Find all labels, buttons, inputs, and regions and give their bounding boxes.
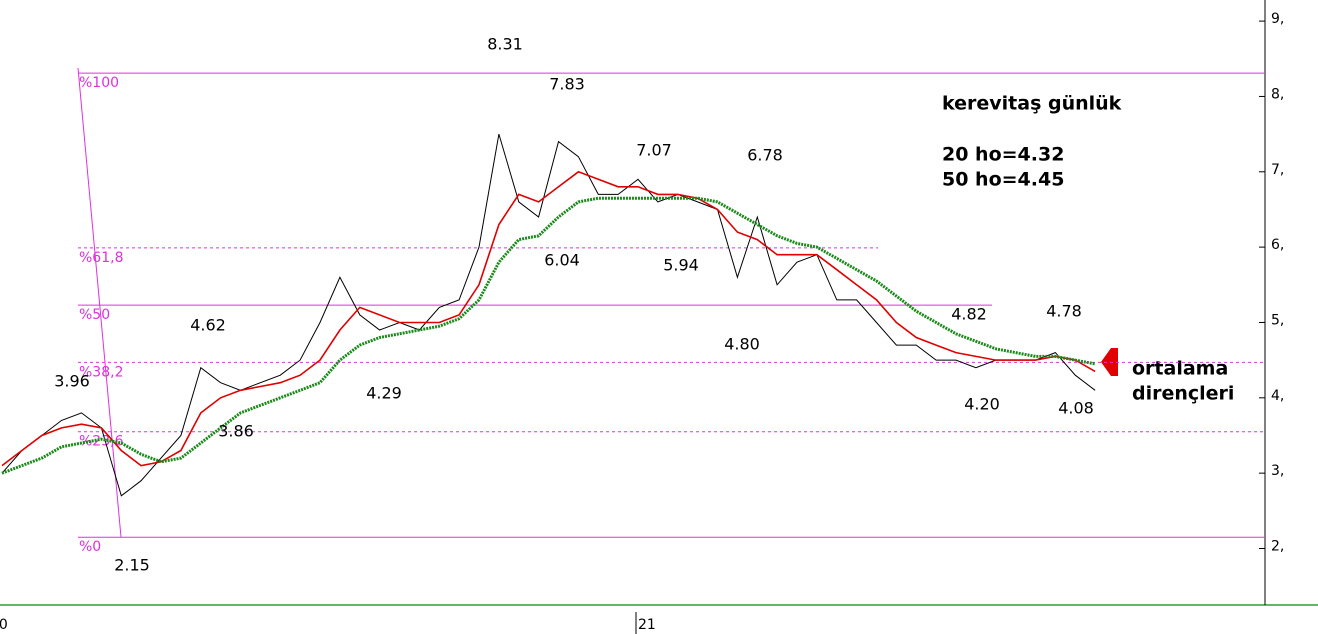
price-label: 6.04 bbox=[544, 251, 580, 270]
price-label: 8.31 bbox=[487, 35, 523, 54]
y-tick-label: 3, bbox=[1271, 463, 1284, 479]
price-label: 4.80 bbox=[724, 335, 760, 354]
y-tick-label: 4, bbox=[1271, 388, 1284, 404]
callout: dirençleri bbox=[1132, 383, 1234, 405]
price-label: 3.86 bbox=[218, 422, 254, 441]
price-label: 3.96 bbox=[54, 372, 90, 391]
fib-label: %50 bbox=[79, 307, 110, 323]
subtitle: 20 ho=4.32 bbox=[942, 144, 1064, 166]
price-label: 4.08 bbox=[1058, 399, 1094, 418]
fib-label: %100 bbox=[79, 75, 119, 91]
series-line bbox=[1, 133, 1096, 497]
fib-label: %0 bbox=[79, 539, 101, 555]
x-tick-label: 20 bbox=[0, 617, 8, 633]
series-line bbox=[1, 170, 1096, 467]
fib-label: %61,8 bbox=[79, 250, 123, 266]
price-label: 7.07 bbox=[636, 141, 672, 160]
y-tick-label: 8, bbox=[1271, 86, 1284, 102]
price-label: 6.78 bbox=[747, 146, 783, 165]
price-label: 4.82 bbox=[951, 305, 987, 324]
price-label: 4.62 bbox=[190, 316, 226, 335]
x-tick-label: 21 bbox=[638, 617, 656, 633]
y-tick-label: 7, bbox=[1271, 162, 1284, 178]
price-label: 5.94 bbox=[663, 256, 699, 275]
price-label: 4.20 bbox=[964, 395, 1000, 414]
callout: ortalama bbox=[1132, 358, 1228, 380]
fib-label: %23,6 bbox=[79, 434, 124, 450]
series-line bbox=[1, 196, 1096, 475]
y-tick-label: 6, bbox=[1271, 237, 1284, 253]
y-tick-label: 2, bbox=[1271, 538, 1284, 554]
price-label: 7.83 bbox=[549, 75, 585, 94]
fib-label: %38,2 bbox=[79, 364, 123, 380]
fib-trend-line bbox=[77, 67, 122, 538]
price-label: 2.15 bbox=[114, 556, 150, 575]
price-label: 4.29 bbox=[366, 384, 402, 403]
y-tick-label: 9, bbox=[1271, 11, 1284, 27]
arrow bbox=[1101, 348, 1118, 376]
price-label: 4.78 bbox=[1046, 302, 1082, 321]
subtitle: 50 ho=4.45 bbox=[942, 169, 1064, 191]
y-tick-label: 5, bbox=[1271, 312, 1284, 328]
chart-title: kerevitaş günlük bbox=[942, 93, 1122, 115]
